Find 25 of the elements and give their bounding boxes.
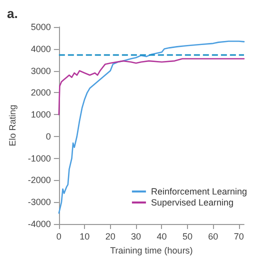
y-tick-label: -4000 bbox=[28, 219, 51, 229]
legend-label: Reinforcement Learning bbox=[150, 186, 248, 196]
y-tick-label: 5000 bbox=[30, 22, 51, 32]
y-axis-title: Elo Rating bbox=[8, 104, 18, 146]
y-tick-label: 0 bbox=[46, 131, 51, 142]
x-tick-label: 30 bbox=[131, 232, 142, 242]
y-tick-label: 2000 bbox=[30, 88, 51, 98]
chart-title: a. bbox=[7, 6, 18, 21]
x-tick-label: 10 bbox=[80, 232, 90, 242]
y-tick-label: 1000 bbox=[30, 110, 51, 120]
x-tick-label: 70 bbox=[234, 232, 244, 242]
y-tick-label: -3000 bbox=[28, 197, 51, 208]
y-tick-label: -2000 bbox=[28, 175, 51, 186]
x-tick-label: 20 bbox=[105, 232, 116, 242]
line-series bbox=[58, 58, 245, 116]
y-tick-label: 3000 bbox=[30, 66, 51, 76]
line-series bbox=[58, 40, 245, 214]
x-tick-label: 60 bbox=[208, 232, 218, 242]
x-axis-title: Training time (hours) bbox=[110, 245, 193, 256]
y-tick-label: -1000 bbox=[28, 153, 51, 164]
x-tick-label: 0 bbox=[56, 232, 62, 242]
legend-label: Supervised Learning bbox=[150, 198, 234, 208]
y-tick-label: 4000 bbox=[30, 44, 51, 54]
x-tick-label: 40 bbox=[156, 232, 167, 242]
x-tick-label: 50 bbox=[182, 232, 192, 242]
